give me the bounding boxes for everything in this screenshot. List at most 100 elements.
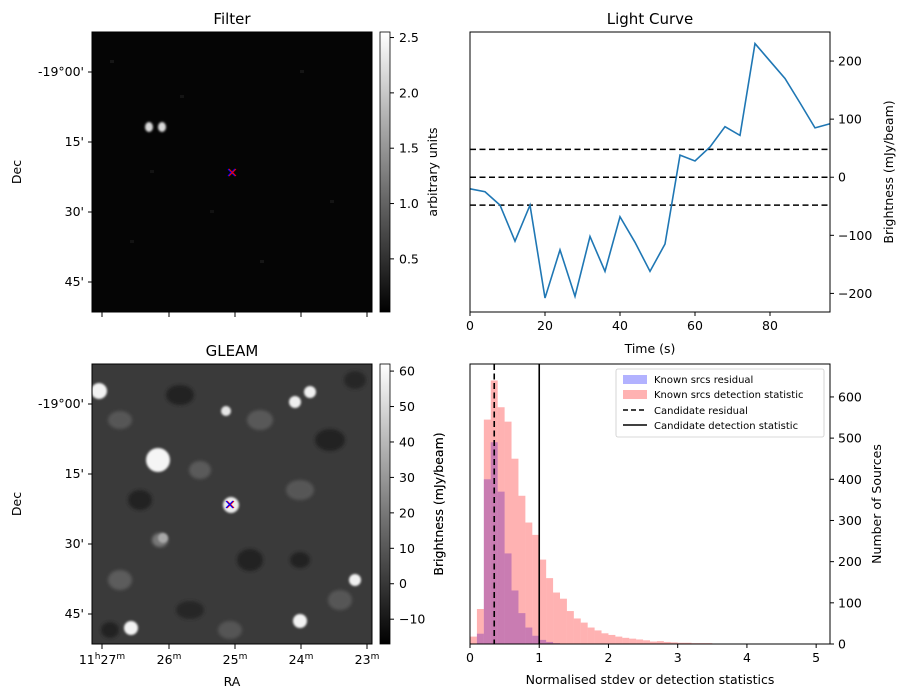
x-tick-label: 40 [612,318,628,333]
x-tick-label: 60 [687,318,703,333]
histogram-bar [497,491,505,644]
gleam-colorbar-ticks: −10 0 10 20 30 40 50 60 [390,364,425,627]
histogram-bar [615,636,623,644]
histogram-legend: Known srcs residual Known srcs detection… [615,368,825,438]
colorbar-tick-label: 1.0 [399,196,419,211]
colorbar-tick-label: 0 [399,576,407,591]
gleam-xtick-label: 25m [223,652,248,667]
histogram-bar [490,442,498,644]
histogram-bar [636,639,644,644]
histogram-left-ylabel: Brightness (mJy/beam) [431,432,446,575]
histogram-bar [587,627,595,644]
histogram-bar [504,553,512,644]
light-curve-ticks: 0 20 40 60 80 −200 −100 0 100 200 [466,54,872,333]
filter-y-ticks: -19°00' 15' 30' 45' [38,64,92,289]
light-curve-panel: Light Curve 0 20 40 60 80 −200 −100 0 100 200 Tim… [466,10,896,356]
gleam-colorbar-label: Brightness (mJy/beam) [431,432,446,575]
light-curve-title: Light Curve [607,10,693,28]
histogram-bar [670,642,678,644]
gleam-background-texture [101,371,366,639]
histogram-bar [476,609,484,644]
histogram-bar [511,590,519,644]
colorbar-tick-label: 50 [399,399,415,414]
x-tick-label: 80 [762,318,778,333]
light-curve-ylabel: Brightness (mJy/beam) [881,100,896,243]
filter-ytick-label: 15' [65,134,84,149]
histogram-bar [594,630,602,644]
x-tick-label: 2 [604,650,612,665]
histogram-bar [580,622,588,644]
histogram-bar [483,419,491,644]
filter-x-ticks [101,312,368,317]
light-curve-xlabel: Time (s) [624,341,676,356]
gleam-y-ticks: -19°00' 15' 30' 45' [38,396,92,621]
colorbar-tick-label: 0.5 [399,251,419,266]
gleam-x-ticks: 11h27m 26m 25m 24m 23m [79,644,380,667]
y-tick-label: 500 [838,431,862,446]
gleam-xtick-label: 24m [289,652,314,667]
y-tick-label: 200 [838,54,862,69]
x-tick-label: 5 [812,650,820,665]
histogram-bar [539,559,547,644]
histogram-bar [518,495,526,644]
gleam-xtick-label: 23m [355,652,380,667]
histogram-bar [525,627,533,644]
histogram-bar [553,592,560,644]
gleam-panel: GLEAM [9,342,446,689]
colorbar-tick-label: 1.5 [399,141,419,156]
filter-title: Filter [213,10,251,28]
filter-noise [110,60,334,263]
histogram-right-ylabel: Number of Sources [869,444,884,564]
histogram-bar [566,611,574,644]
histogram-bar [560,598,567,644]
gleam-ytick-label: 30' [65,536,84,551]
histogram-bar [677,642,685,644]
colorbar-tick-label: 30 [399,470,415,485]
filter-ylabel: Dec [9,160,24,184]
y-tick-label: 200 [838,554,862,569]
x-tick-label: 3 [674,650,682,665]
gleam-ytick-label: 45' [65,606,84,621]
y-tick-label: 400 [838,472,862,487]
x-tick-label: 20 [537,318,553,333]
colorbar-tick-label: −10 [399,612,425,627]
histogram-xlabel: Normalised stdev or detection statistics [526,672,775,687]
histogram-bar [663,641,671,644]
x-tick-label: 1 [535,650,543,665]
histogram-bar [601,633,609,644]
gleam-ylabel: Dec [9,492,24,516]
gleam-candidate-center-marker [225,500,235,509]
histogram-bar [511,458,519,644]
histogram-bar [525,522,533,644]
filter-colorbar [379,31,391,313]
filter-colorbar-label: arbitrary units [425,127,440,216]
gleam-xtick-label: 11h27m [79,652,125,667]
histogram-bar [643,640,650,644]
light-curve-plot-area [469,41,831,300]
histogram-bar [532,635,540,644]
colorbar-tick-label: 2.5 [399,30,419,45]
gleam-xlabel: RA [224,674,241,689]
light-curve-line [469,41,831,300]
gleam-xtick-label: 26m [157,652,182,667]
y-tick-label: 100 [838,112,862,127]
histogram-bar [518,613,526,644]
histogram-bar [546,578,554,644]
colorbar-tick-label: 60 [399,364,415,379]
y-tick-label: 100 [838,595,862,610]
legend-swatch-known-detection [623,390,647,399]
histogram-bar [504,421,512,644]
histogram-bar [629,638,637,644]
gleam-ytick-label: 15' [65,466,84,481]
histogram-bar [656,641,664,644]
gleam-ytick-label: -19°00' [38,396,84,411]
histogram-bar [532,534,540,644]
colorbar-tick-label: 2.0 [399,85,419,100]
filter-colorbar-ticks: 0.5 1.0 1.5 2.0 2.5 [390,30,419,266]
gleam-sources [92,383,361,635]
histogram-bar [470,636,477,644]
histogram-bar [650,641,657,644]
y-tick-label: 0 [838,170,846,185]
filter-ytick-label: 30' [65,204,84,219]
histogram-bar [476,633,484,644]
